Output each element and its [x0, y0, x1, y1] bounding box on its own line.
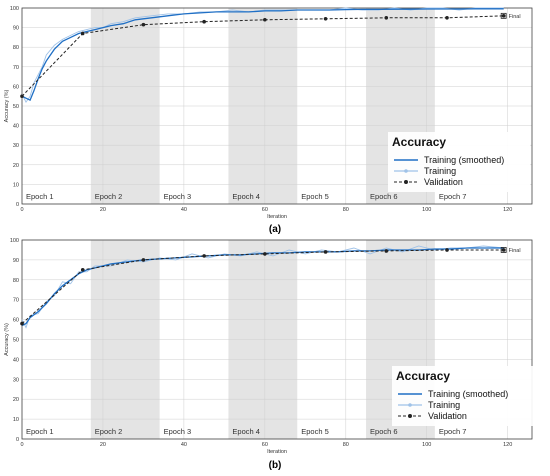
validation-point — [323, 250, 328, 254]
epoch-label: Epoch 7 — [439, 192, 467, 201]
y-tick-label: 0 — [16, 437, 19, 443]
legend-entry: Training (smoothed) — [428, 389, 508, 399]
validation-point — [445, 15, 449, 20]
final-marker — [500, 12, 507, 19]
epoch-label: Epoch 2 — [95, 192, 123, 201]
y-tick-label: 80 — [13, 278, 19, 284]
epoch-label: Epoch 3 — [164, 427, 192, 436]
legend-title: Accuracy — [396, 369, 450, 383]
y-tick-label: 20 — [13, 397, 19, 403]
x-tick-label: 60 — [262, 442, 268, 448]
x-tick-label: 60 — [262, 207, 268, 213]
x-axis-label: Iteration — [267, 214, 287, 220]
epoch-label: Epoch 5 — [301, 427, 329, 436]
legend-title: Accuracy — [392, 135, 446, 149]
epoch-label: Epoch 4 — [232, 192, 260, 201]
epoch-label: Epoch 5 — [301, 192, 329, 201]
validation-point — [263, 17, 267, 22]
y-axis-label: Accuracy (%) — [4, 89, 10, 122]
epoch-label: Epoch 1 — [26, 192, 54, 201]
x-tick-label: 100 — [422, 207, 431, 213]
final-marker — [500, 247, 507, 253]
y-axis-label: Accuracy (%) — [4, 323, 10, 356]
y-tick-label: 70 — [13, 298, 19, 304]
legend-marker-training — [404, 169, 408, 173]
y-tick-label: 90 — [13, 26, 19, 32]
y-tick-label: 20 — [13, 163, 19, 169]
y-tick-label: 30 — [13, 377, 19, 383]
x-tick-label: 20 — [100, 207, 106, 213]
x-tick-label: 80 — [343, 442, 349, 448]
y-tick-label: 80 — [13, 45, 19, 51]
x-tick-label: 20 — [100, 442, 106, 448]
x-tick-label: 0 — [20, 207, 23, 213]
y-tick-label: 50 — [13, 104, 19, 110]
validation-point — [263, 252, 267, 256]
x-tick-label: 40 — [181, 207, 187, 213]
final-label: Final — [509, 248, 521, 254]
epoch-label: Epoch 7 — [439, 427, 467, 436]
legend: Accuracy Training (smoothed)TrainingValid… — [392, 366, 534, 426]
validation-point — [384, 249, 389, 253]
epoch-label: Epoch 3 — [164, 192, 192, 201]
legend-marker-validation — [404, 180, 408, 184]
x-tick-label: 0 — [20, 442, 23, 448]
validation-point — [501, 14, 506, 18]
y-tick-label: 10 — [13, 182, 19, 188]
legend-marker-validation — [408, 414, 412, 418]
legend: Accuracy Training (smoothed)TrainingValid… — [388, 132, 530, 192]
validation-point — [141, 22, 146, 27]
caption-a: (a) — [269, 224, 281, 235]
epoch-label: Epoch 6 — [370, 192, 398, 201]
legend-entry: Training (smoothed) — [424, 155, 504, 165]
y-tick-label: 100 — [10, 6, 19, 12]
y-tick-label: 100 — [10, 238, 19, 244]
legend-entry: Training — [428, 400, 460, 410]
epoch-label: Epoch 2 — [95, 427, 123, 436]
y-tick-label: 0 — [16, 202, 19, 208]
y-tick-label: 90 — [13, 258, 19, 264]
validation-point — [202, 19, 206, 24]
legend-entry: Validation — [424, 177, 463, 187]
axes-frame — [21, 7, 533, 205]
validation-point — [384, 15, 389, 20]
y-tick-label: 40 — [13, 357, 19, 363]
x-tick-label: 120 — [503, 207, 512, 213]
y-tick-label: 70 — [13, 65, 19, 71]
validation-point — [141, 258, 146, 262]
series-training-smoothed-line — [21, 8, 504, 101]
y-tick-label: 60 — [13, 84, 19, 90]
panel-b: (b) Epoch 1 Epoch 2 Epoch 3 Epoch 4 Epoch 5 E… — [4, 238, 534, 471]
validation-point — [323, 16, 328, 21]
legend-entry: Training — [424, 166, 456, 176]
legend-entry: Validation — [428, 411, 467, 421]
validation-point — [445, 248, 449, 252]
final-label: Final — [509, 14, 521, 20]
epoch-label: Epoch 4 — [232, 427, 260, 436]
epoch-label: Epoch 1 — [26, 427, 54, 436]
caption-b: (b) — [269, 460, 282, 471]
validation-point — [202, 254, 206, 258]
y-tick-label: 30 — [13, 143, 19, 149]
validation-point — [80, 31, 85, 36]
x-axis-label: Iteration — [267, 449, 287, 455]
axes-frame — [21, 239, 533, 440]
epoch-label: Epoch 6 — [370, 427, 398, 436]
legend-marker-training — [408, 403, 412, 407]
panel-a: (a) Epoch 1 Epoch 2 Epoch 3 Epoch 4 Epoch 5 E… — [4, 6, 533, 235]
y-tick-label: 60 — [13, 318, 19, 324]
x-tick-label: 100 — [422, 442, 431, 448]
x-tick-label: 80 — [343, 207, 349, 213]
validation-point — [20, 94, 24, 98]
x-tick-label: 40 — [181, 442, 187, 448]
validation-point — [20, 321, 24, 326]
y-tick-label: 50 — [13, 338, 19, 344]
series-validation-line — [21, 249, 504, 324]
y-tick-label: 10 — [13, 417, 19, 423]
x-tick-label: 120 — [503, 442, 512, 448]
validation-point — [501, 248, 506, 252]
validation-point — [80, 268, 85, 272]
y-tick-label: 40 — [13, 124, 19, 130]
